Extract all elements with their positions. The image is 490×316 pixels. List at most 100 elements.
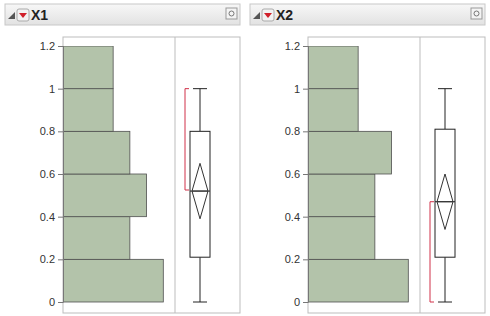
whisker-cap-high [438, 88, 452, 89]
tick-mark [303, 259, 308, 260]
plot-frame [308, 37, 485, 313]
histogram-bar [308, 131, 392, 174]
plot-frame [63, 37, 240, 313]
disclosure-icon[interactable] [8, 12, 15, 19]
panel-header [5, 4, 240, 25]
histogram-bar [308, 174, 375, 217]
tick-label: 1.2 [285, 40, 300, 52]
tick-label: 0.6 [40, 168, 55, 180]
tick-mark [58, 89, 63, 90]
tick-label: 0 [49, 296, 55, 308]
tick: 0.6 [285, 168, 308, 180]
tick-mark [303, 302, 308, 303]
tick: 0.4 [285, 211, 308, 223]
tick-label: 0.8 [285, 125, 300, 137]
tick: 0.4 [40, 211, 63, 223]
axis-line [63, 47, 64, 303]
panel-options[interactable] [226, 8, 237, 19]
tick-label: 0.6 [285, 168, 300, 180]
tick-mark [58, 131, 63, 132]
tick-label: 0.2 [40, 253, 55, 265]
tick-mark [58, 259, 63, 260]
tick-mark [303, 174, 308, 175]
tick-mark [303, 217, 308, 218]
tick: 0.2 [285, 253, 308, 265]
histogram-bar [308, 259, 408, 302]
menu-button[interactable] [262, 9, 274, 21]
tick: 0 [49, 296, 63, 308]
tick-mark [303, 89, 308, 90]
tick-label: 0.4 [285, 211, 300, 223]
tick: 0.6 [40, 168, 63, 180]
mean-line [192, 191, 208, 192]
box [190, 131, 210, 257]
tick-label: 1 [49, 83, 55, 95]
box [435, 129, 455, 257]
mean-diamond [437, 174, 453, 229]
shortest-half-end [185, 190, 189, 191]
histogram-bar [63, 259, 163, 302]
marks [63, 46, 210, 302]
shortest-half [430, 202, 431, 302]
shortest-half-end [185, 88, 189, 89]
tick: 1 [294, 83, 308, 95]
shortest-half-end [430, 302, 434, 303]
whisker-cap-low [438, 302, 452, 303]
tick: 1.2 [40, 40, 63, 52]
histogram-bar [63, 131, 130, 174]
canvas: X1 0 0.2 0.4 0.6 0.8 1 1.2 X2 0 0.2 0.4 0.6 0.8 1 1.2 [0, 0, 490, 316]
whisker-low [445, 257, 446, 302]
tick: 1.2 [285, 40, 308, 52]
tick-label: 1 [294, 83, 300, 95]
frame-divider [420, 37, 421, 313]
tick: 0.2 [40, 253, 63, 265]
panel-title: X2 [276, 7, 293, 23]
panel: X1 0 0.2 0.4 0.6 0.8 1 1.2 [5, 4, 240, 313]
histogram-bar [63, 174, 147, 217]
tick-label: 1.2 [40, 40, 55, 52]
median-line [435, 201, 455, 202]
whisker-high [445, 89, 446, 130]
mean-line [437, 201, 453, 202]
panel: X2 0 0.2 0.4 0.6 0.8 1 1.2 [250, 4, 485, 313]
panel-options[interactable] [471, 8, 482, 19]
panel-options-icon [474, 11, 479, 16]
frame-divider [175, 37, 176, 313]
y-axis: 0 0.2 0.4 0.6 0.8 1 1.2 [40, 40, 64, 308]
histogram-bar [308, 46, 358, 89]
tick: 1 [49, 83, 63, 95]
tick: 0 [294, 296, 308, 308]
disclosure-icon[interactable] [253, 12, 260, 19]
menu-arrow [19, 13, 27, 18]
whisker-cap-low [193, 302, 207, 303]
tick: 0.8 [285, 125, 308, 137]
mean-diamond [192, 163, 208, 218]
histogram-bar [308, 89, 358, 132]
tick-mark [58, 302, 63, 303]
shortest-half [185, 89, 186, 190]
marks [308, 46, 455, 302]
panel-title: X1 [31, 7, 48, 23]
tick-mark [303, 46, 308, 47]
tick-mark [58, 217, 63, 218]
y-axis: 0 0.2 0.4 0.6 0.8 1 1.2 [285, 40, 309, 308]
tick: 0.8 [40, 125, 63, 137]
tick-label: 0.8 [40, 125, 55, 137]
menu-button[interactable] [17, 9, 29, 21]
tick-label: 0 [294, 296, 300, 308]
panel-options-icon [229, 11, 234, 16]
histogram-bar [63, 217, 130, 260]
histogram-bar [308, 217, 375, 260]
median-line [190, 191, 210, 192]
panel-header [250, 4, 485, 25]
histogram-bar [63, 89, 113, 132]
tick-label: 0.4 [40, 211, 55, 223]
histogram-bar [63, 46, 113, 89]
shortest-half-end [430, 201, 434, 202]
whisker-cap-high [193, 88, 207, 89]
whisker-high [200, 89, 201, 132]
menu-arrow [264, 13, 272, 18]
tick-mark [58, 46, 63, 47]
axis-line [308, 47, 309, 303]
tick-label: 0.2 [285, 253, 300, 265]
